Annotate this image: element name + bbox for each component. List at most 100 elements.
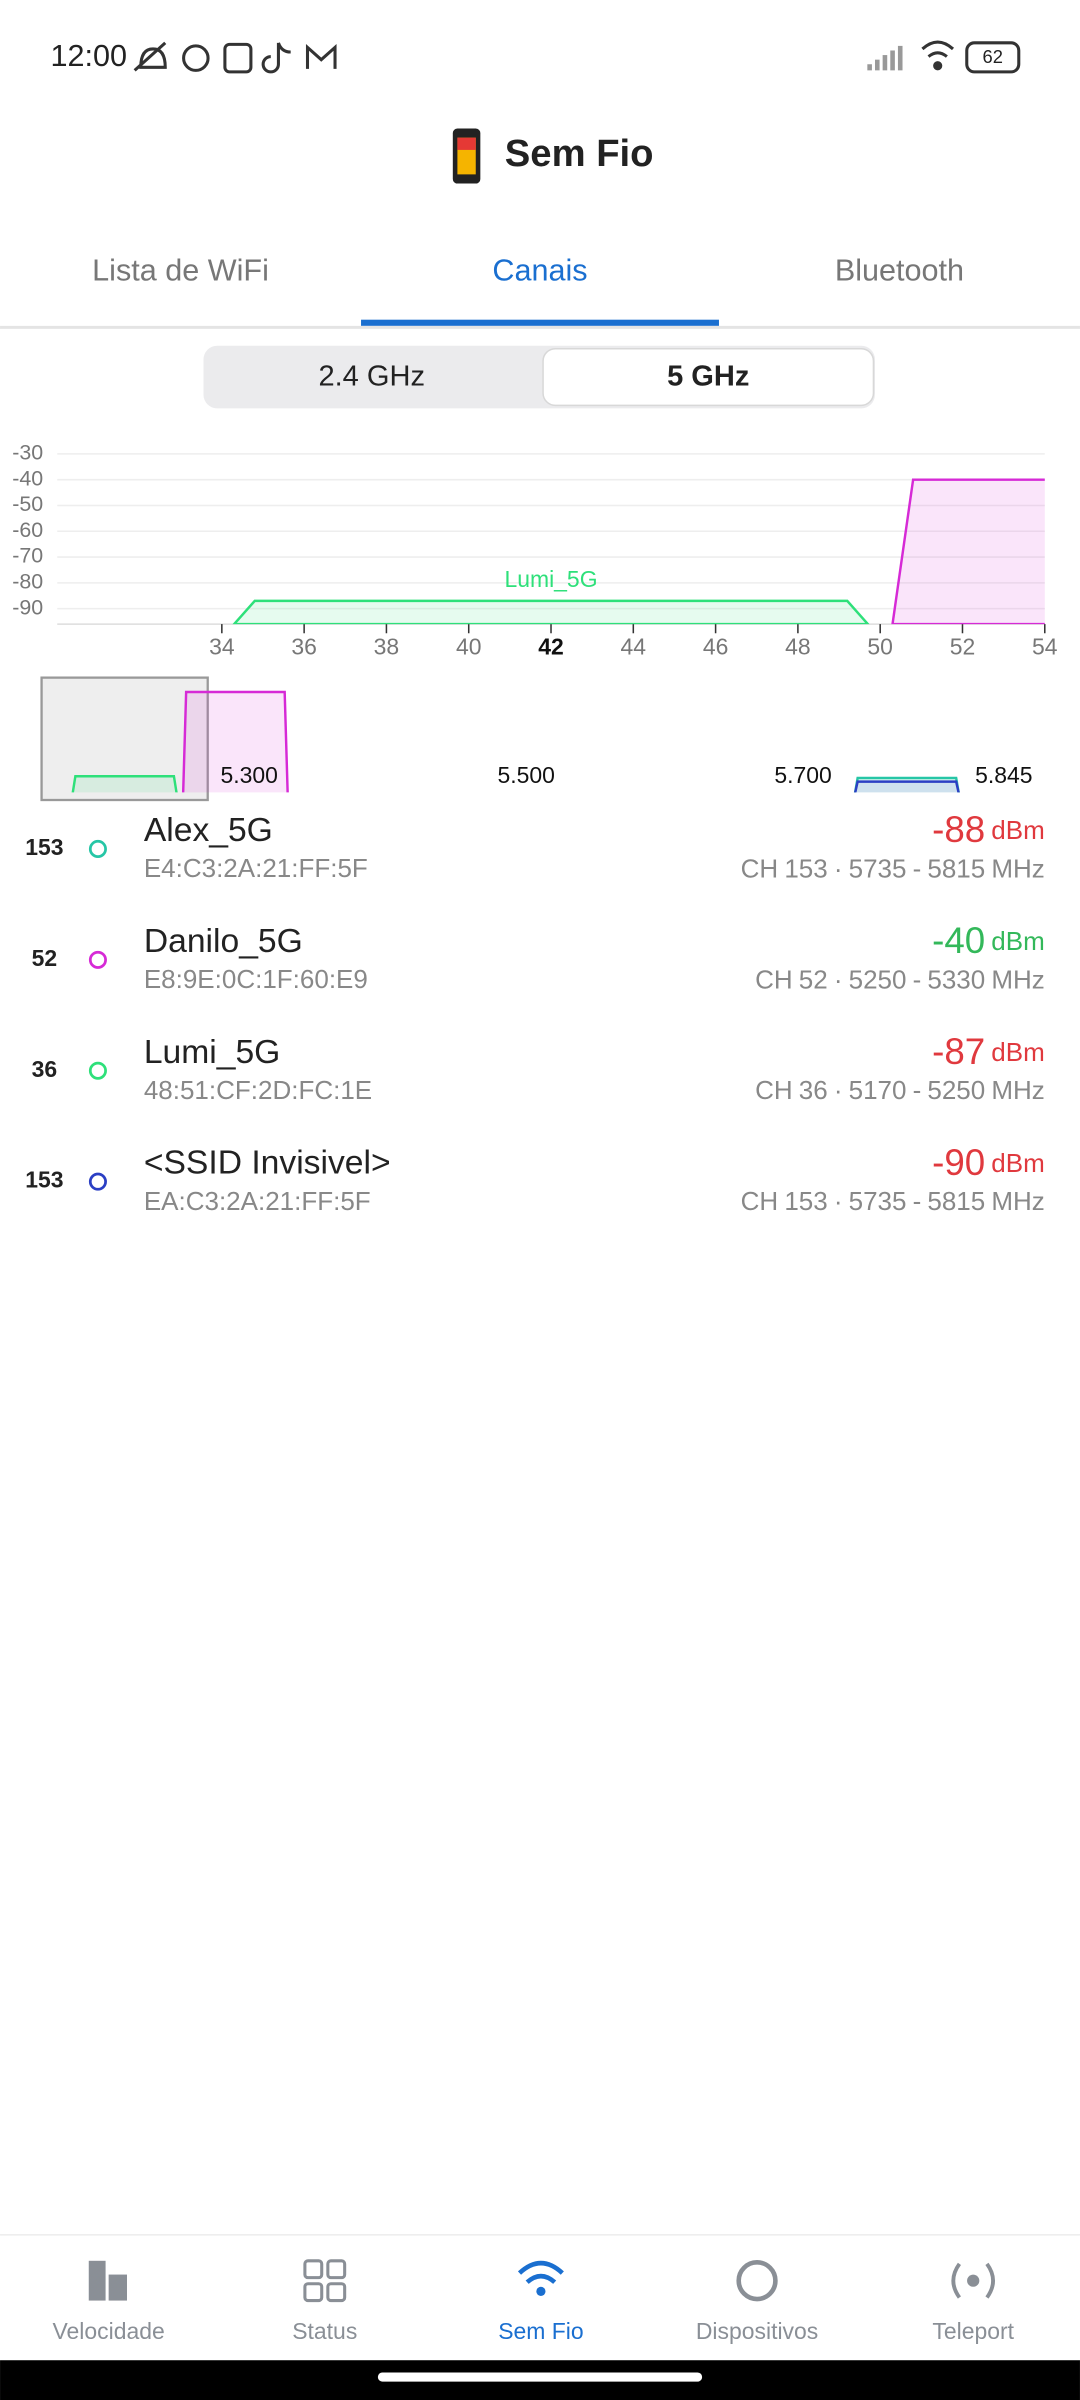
text-part: dBm: [991, 926, 1044, 956]
nav-icon: [967, 2274, 980, 2287]
text-part: 5250: [849, 964, 907, 994]
x-tick-label: 46: [703, 634, 729, 660]
text-part: dBm: [991, 815, 1044, 845]
gesture-pill: [377, 2372, 703, 2382]
nav-label: Sem Fio: [498, 2318, 583, 2344]
text-part: 52: [799, 964, 828, 994]
network-channel: 52: [32, 945, 58, 971]
text-part: -90: [932, 1142, 985, 1183]
network-level: -40 dBm: [932, 920, 1045, 961]
band-toggle-selected: [542, 347, 875, 407]
network-name: Alex_5G: [144, 812, 273, 849]
band-option[interactable]: 2.4 GHz: [318, 360, 425, 392]
text-part: 5815: [927, 1186, 985, 1216]
nav-icon: [303, 2259, 324, 2280]
header-title: Sem Fio: [505, 132, 654, 175]
overview-tick-label: 5.300: [221, 762, 278, 788]
nav-label: Velocidade: [53, 2318, 165, 2344]
nav-icon: [736, 2260, 778, 2302]
text-part: ·: [834, 853, 843, 883]
channel-label: Lumi_5G: [504, 566, 597, 592]
y-tick-label: -40: [12, 466, 43, 490]
network-row[interactable]: 153 <SSID Invisivel> EA:C3:2A:21:FF:5F -90 d…: [25, 1142, 1045, 1216]
tab[interactable]: Bluetooth: [835, 253, 964, 287]
x-tick-label: 52: [950, 634, 976, 660]
x-tick-label: 48: [785, 634, 811, 660]
network-name: Danilo_5G: [144, 923, 303, 960]
network-level: -88 dBm: [932, 809, 1045, 850]
network-dot: [88, 1172, 107, 1191]
x-tick-label: 36: [291, 634, 317, 660]
nav-item[interactable]: Status: [292, 2259, 357, 2344]
text-part: -87: [932, 1031, 985, 1072]
tab[interactable]: Lista de WiFi: [92, 253, 269, 287]
overview-shape: [854, 780, 960, 793]
overview-window: [40, 676, 209, 802]
text-part: CH: [741, 853, 779, 883]
y-tick-label: -80: [12, 569, 43, 593]
network-dot: [88, 950, 107, 969]
network-channel: 36: [32, 1056, 58, 1082]
network-detail: CH 153 · 5735-5815 MHz: [741, 853, 1045, 883]
network-level: -87 dBm: [932, 1031, 1045, 1072]
app-icon-part: [457, 137, 476, 150]
network-dot: [88, 839, 107, 858]
text-part: 36: [799, 1075, 828, 1105]
network-detail: CH 153 · 5735-5815 MHz: [741, 1186, 1045, 1216]
text-part: dBm: [991, 1148, 1044, 1178]
overview-tick-label: 5.700: [774, 762, 831, 788]
text-part: -40: [932, 920, 985, 961]
text-part: 153: [784, 1186, 827, 1216]
nav-label: Teleport: [932, 2318, 1014, 2344]
text-part: CH: [755, 1075, 793, 1105]
nav-icon: [951, 2262, 995, 2299]
tab[interactable]: Canais: [492, 253, 587, 287]
text-part: 5735: [849, 1186, 907, 1216]
chart-plot: [232, 478, 1045, 625]
band-option[interactable]: 5 GHz: [667, 360, 749, 392]
network-name: <SSID Invisivel>: [144, 1145, 391, 1182]
nav-label: Dispositivos: [696, 2318, 818, 2344]
network-detail: CH 36 · 5170-5250 MHz: [755, 1075, 1045, 1105]
text-part: -: [913, 1186, 922, 1216]
nav-icon: [303, 2282, 324, 2303]
x-tick-label: 42: [538, 634, 564, 660]
signal-icon: [867, 45, 903, 71]
text-part: 5170: [849, 1075, 907, 1105]
text-part: -88: [932, 809, 985, 850]
nav-item[interactable]: Sem Fio: [498, 2260, 584, 2344]
text-part: ·: [834, 964, 843, 994]
network-level: -90 dBm: [932, 1142, 1045, 1183]
text-part: -: [913, 1075, 922, 1105]
y-tick-label: -60: [12, 518, 43, 542]
text-part: 5815: [927, 853, 985, 883]
overview-shape: [71, 775, 178, 793]
x-tick-label: 40: [456, 634, 482, 660]
x-tick-label: 44: [621, 634, 647, 660]
battery: [965, 41, 1021, 74]
x-tick-label: 50: [867, 634, 893, 660]
nav-icon: [517, 2260, 564, 2285]
text-part: CH: [755, 964, 793, 994]
status-icons: [133, 40, 955, 74]
text-part: 5735: [849, 853, 907, 883]
text-part: -: [913, 964, 922, 994]
text-part: 5330: [927, 964, 985, 994]
network-bssid: E8:9E:0C:1F:60:E9: [144, 964, 368, 994]
nav-item[interactable]: Dispositivos: [696, 2260, 818, 2344]
text-part: ·: [834, 1186, 843, 1216]
channel-shape: [891, 478, 1045, 625]
nav-item[interactable]: Teleport: [932, 2262, 1015, 2344]
text-part: 153: [784, 853, 827, 883]
network-detail: CH 52 · 5250-5330 MHz: [755, 964, 1045, 994]
overview-tick-label: 5.845: [975, 762, 1032, 788]
x-tick-label: 38: [374, 634, 400, 660]
text-part: ·: [834, 1075, 843, 1105]
text-part: -: [913, 853, 922, 883]
overview-plot: [71, 690, 960, 793]
nav-item[interactable]: Velocidade: [53, 2260, 165, 2344]
